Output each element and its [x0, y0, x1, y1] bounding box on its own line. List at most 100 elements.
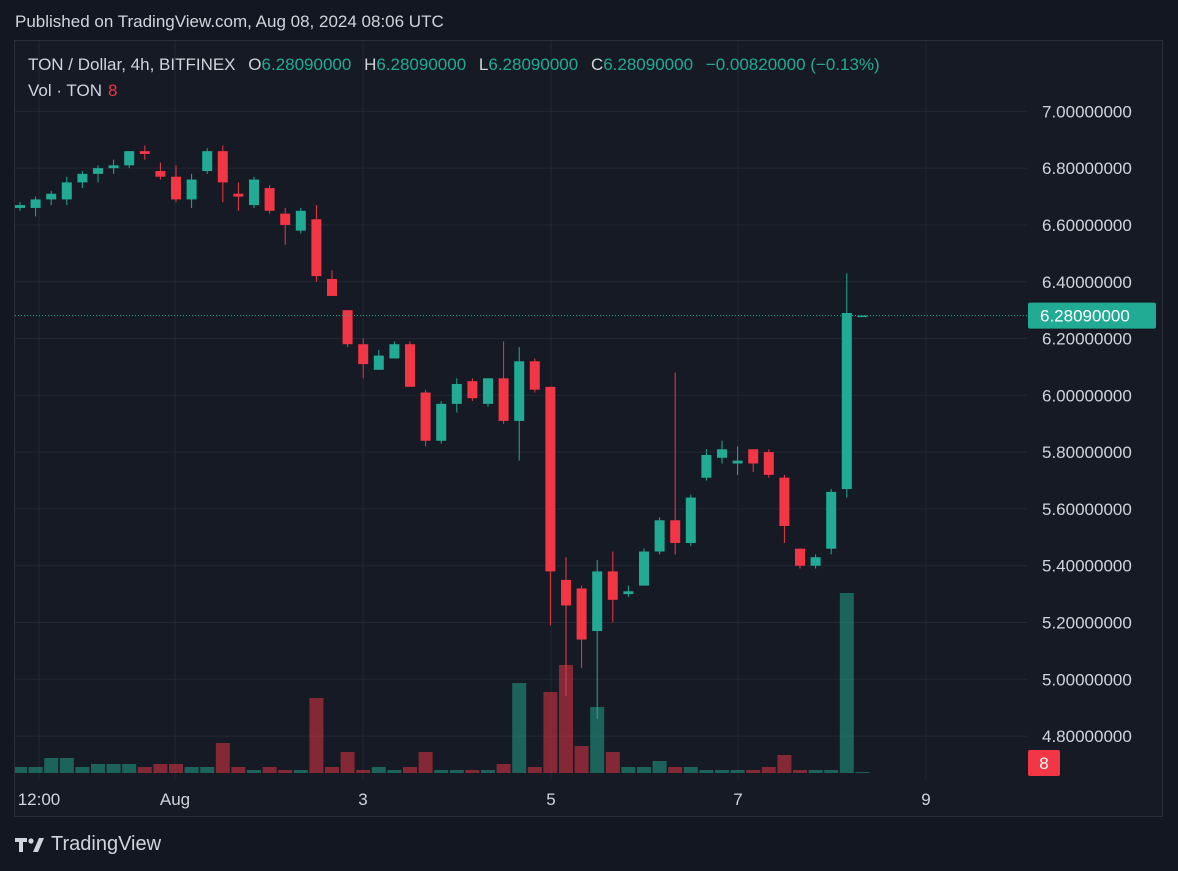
candle-body — [389, 344, 400, 359]
volume-label[interactable]: Vol · TON — [28, 81, 103, 100]
candle-body — [202, 151, 213, 172]
volume-bar — [309, 698, 324, 773]
candle-body — [701, 454, 712, 478]
volume-value: 8 — [108, 81, 118, 100]
time-tick-label: 3 — [358, 790, 367, 809]
volume-bar — [44, 758, 59, 773]
volume-bar — [387, 770, 402, 773]
candle-body — [93, 168, 103, 174]
candle-body — [483, 378, 493, 404]
volume-bar — [465, 770, 480, 773]
candle-body — [576, 588, 587, 640]
footer-brand[interactable]: TradingView — [15, 833, 161, 856]
volume-bar — [496, 764, 511, 773]
close-label: C — [590, 55, 604, 74]
chart-panel[interactable]: 6.28090000 8 7.00000000 6.80000000 6.600000… — [14, 40, 1163, 817]
volume-bar — [28, 767, 43, 773]
candle-body — [295, 210, 306, 231]
axis-labels: 7.00000000 6.80000000 6.60000000 6.40000000… — [18, 102, 1132, 809]
time-tick-label: 7 — [733, 790, 742, 809]
volume-bar — [683, 767, 698, 773]
candle-body — [405, 344, 415, 387]
candlestick-chart[interactable]: 6.28090000 8 7.00000000 6.80000000 6.600000… — [15, 41, 1163, 817]
candle-body — [420, 392, 431, 441]
volume-bar — [169, 764, 183, 773]
candle-body — [249, 179, 259, 206]
volume-bar — [231, 767, 246, 773]
symbol-label[interactable]: TON / Dollar, 4h, BITFINEX — [28, 55, 236, 74]
candle-body — [280, 213, 291, 225]
volume-bar — [715, 770, 729, 773]
volume-badge-label: 8 — [1039, 754, 1048, 773]
candle-body — [748, 449, 759, 464]
price-tick-label: 6.80000000 — [1042, 159, 1132, 178]
volume-bar — [215, 743, 230, 773]
candle-body — [607, 571, 618, 600]
volume-bar — [153, 764, 168, 773]
candle-body — [717, 449, 727, 458]
time-tick-label: 12:00 — [18, 790, 61, 809]
volume-bar — [106, 764, 121, 773]
low-value: 6.28090000 — [488, 55, 579, 74]
candle-body — [342, 310, 353, 345]
volume-bar — [371, 767, 386, 773]
volume-bar — [793, 770, 807, 773]
price-tick-label: 6.60000000 — [1042, 216, 1132, 235]
time-tick-label: Aug — [160, 790, 190, 809]
candle-body — [171, 176, 181, 200]
volume-bar — [855, 772, 870, 773]
volume-bar — [403, 767, 417, 773]
candle-body — [670, 520, 681, 543]
volume-bar — [137, 767, 152, 773]
price-tick-label: 5.20000000 — [1042, 614, 1132, 633]
candle-body — [545, 386, 556, 572]
volume-bar — [247, 770, 261, 773]
candle-body — [311, 219, 322, 277]
candle-body — [46, 193, 57, 200]
price-tick-label: 5.40000000 — [1042, 557, 1132, 576]
candle-body — [217, 151, 228, 183]
candle-body — [514, 361, 525, 421]
candle-body — [763, 452, 774, 475]
volume-bar — [59, 758, 74, 773]
candle-body — [327, 278, 337, 296]
price-tick-label: 5.60000000 — [1042, 500, 1132, 519]
candle-body — [436, 403, 447, 441]
candle-body — [264, 188, 275, 211]
volume-bar — [15, 767, 27, 773]
candle-body — [639, 551, 649, 586]
volume-bar — [418, 752, 433, 773]
time-tick-label: 5 — [546, 790, 555, 809]
volume-bar — [278, 770, 293, 773]
volume-bar — [574, 746, 589, 773]
volume-bar — [122, 764, 137, 773]
volume-bar — [91, 764, 105, 773]
volume-bar — [652, 761, 667, 773]
candle-body — [685, 497, 696, 543]
volume-bar — [262, 767, 277, 773]
candle-body — [451, 383, 462, 404]
candle-body — [529, 361, 540, 390]
candle-body — [358, 344, 369, 365]
volume-bar — [761, 767, 776, 773]
price-tick-label: 6.40000000 — [1042, 273, 1132, 292]
volume-bar — [621, 767, 636, 773]
open-value: 6.28090000 — [261, 55, 352, 74]
candle-body — [857, 315, 868, 318]
volume-bar — [605, 752, 620, 773]
volume-bar — [839, 593, 854, 773]
published-caption: Published on TradingView.com, Aug 08, 20… — [15, 12, 444, 31]
close-value: 6.28090000 — [603, 55, 694, 74]
candle-body — [30, 199, 41, 208]
candle-body — [592, 571, 603, 632]
volume-bar — [668, 767, 683, 773]
candle-body — [779, 477, 790, 526]
volume-bar — [543, 692, 558, 773]
time-tick-label: 9 — [921, 790, 930, 809]
volume-bar — [699, 770, 714, 773]
low-label: L — [478, 55, 489, 74]
candle-body — [826, 491, 837, 549]
candle-body — [732, 460, 743, 464]
footer-brand-label: TradingView — [51, 833, 162, 855]
price-overlay: 6.28090000 8 — [15, 302, 1156, 776]
